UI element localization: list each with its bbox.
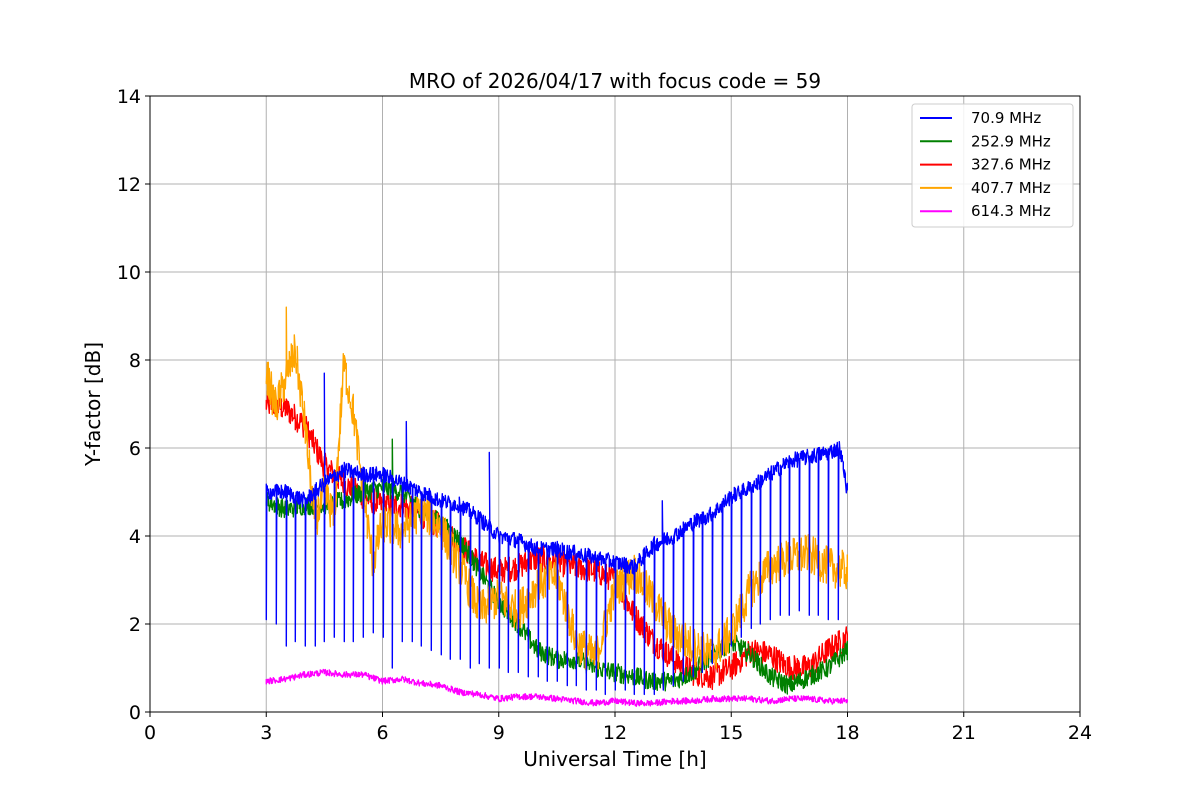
y-tick-label: 6 bbox=[129, 438, 141, 460]
series-line-4 bbox=[265, 668, 848, 707]
x-tick-label: 9 bbox=[493, 722, 505, 744]
x-tick-label: 3 bbox=[260, 722, 272, 744]
x-axis-label: Universal Time [h] bbox=[523, 747, 706, 771]
y-tick-label: 14 bbox=[117, 86, 141, 108]
x-tick-label: 18 bbox=[835, 722, 859, 744]
y-tick-label: 2 bbox=[129, 614, 141, 636]
legend-label: 252.9 MHz bbox=[971, 132, 1051, 150]
y-axis-label: Y-factor [dB] bbox=[81, 342, 105, 467]
x-tick-label: 12 bbox=[603, 722, 627, 744]
x-tick-label: 6 bbox=[376, 722, 388, 744]
y-axis: 0 2 4 6 8 10 12 14 bbox=[117, 86, 150, 724]
x-tick-label: 0 bbox=[144, 722, 156, 744]
legend: 70.9 MHz 252.9 MHz 327.6 MHz 407.7 MHz 614.3… bbox=[911, 103, 1074, 228]
y-tick-label: 12 bbox=[117, 174, 141, 196]
y-tick-label: 0 bbox=[129, 702, 141, 724]
legend-label: 614.3 MHz bbox=[971, 202, 1051, 220]
y-tick-label: 4 bbox=[129, 526, 141, 548]
x-axis: 0 3 6 9 12 15 18 21 24 bbox=[144, 712, 1092, 744]
legend-label: 407.7 MHz bbox=[971, 179, 1051, 197]
legend-label: 327.6 MHz bbox=[971, 156, 1051, 174]
legend-box bbox=[911, 103, 1074, 228]
x-tick-label: 24 bbox=[1068, 722, 1092, 744]
plot-series bbox=[265, 306, 848, 707]
x-tick-label: 15 bbox=[719, 722, 743, 744]
y-tick-label: 8 bbox=[129, 350, 141, 372]
legend-label: 70.9 MHz bbox=[971, 109, 1041, 127]
x-tick-label: 21 bbox=[952, 722, 976, 744]
series-line-0 bbox=[265, 372, 848, 696]
chart-title: MRO of 2026/04/17 with focus code = 59 bbox=[409, 69, 821, 93]
y-tick-label: 10 bbox=[117, 262, 141, 284]
